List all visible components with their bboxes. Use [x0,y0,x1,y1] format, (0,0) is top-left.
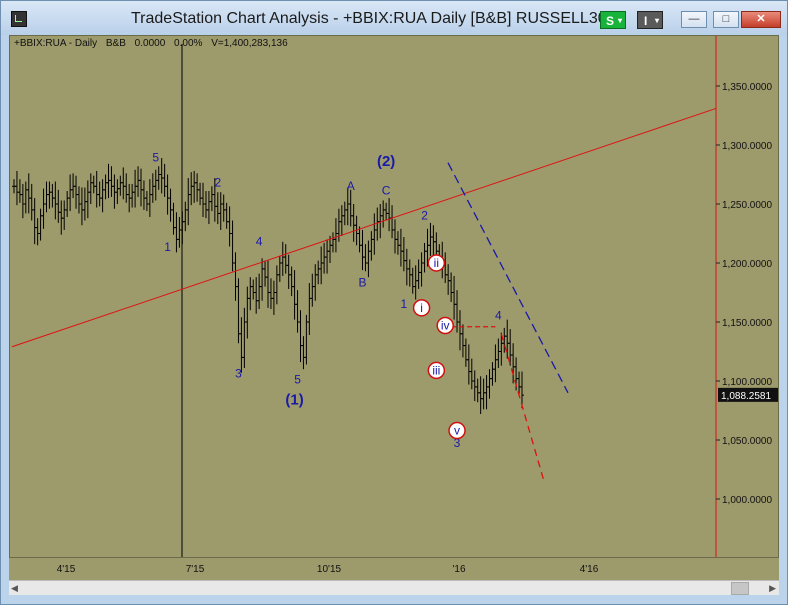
wave-label: 4 [495,309,502,323]
wave-label: 5 [294,372,301,386]
x-tick-label: 7'15 [185,564,205,575]
wave-label: 1 [401,297,408,311]
title-bar[interactable]: TradeStation Chart Analysis - +BBIX:RUA … [1,1,787,35]
chart-canvas[interactable]: 1,350.0000 1,300.0000 1,250.0000 1,200.0000… [10,36,778,557]
horizontal-scrollbar[interactable]: ◀ ▶ [9,580,779,595]
wave-label: 3 [235,366,242,380]
s-button-label: S [606,14,615,28]
wave-label: 2 [214,175,221,189]
y-tick-label: 1,000.0000 [722,495,772,506]
maximize-icon: □ [722,13,730,25]
maximize-button[interactable]: □ [713,11,739,28]
blue-dashed-trendline [447,162,569,394]
close-icon: ✕ [756,13,766,25]
wave-label: 2 [421,208,428,222]
price-chart[interactable]: +BBIX:RUA - Daily B&B 0.0000 0.00% V=1,4… [9,35,779,558]
minimize-button[interactable]: — [681,11,707,28]
y-tick-label: 1,250.0000 [722,200,772,211]
wave-label: A [347,179,355,193]
wave-label: (1) [285,392,303,409]
circled-wave-marker [436,316,454,335]
circled-wave-label: ii [434,256,439,270]
circled-wave-marker [427,254,446,272]
x-tick-label: 10'15 [316,564,342,575]
time-axis: 4'15 7'15 10'15 '16 4'16 [9,558,779,580]
window-title: TradeStation Chart Analysis - +BBIX:RUA … [131,10,625,27]
scrollbar-thumb[interactable] [731,582,749,595]
x-tick-label: 4'15 [56,564,76,575]
y-tick-label: 1,050.0000 [722,436,772,447]
y-tick-label: 1,100.0000 [722,377,772,388]
circled-wave-label: v [454,424,460,438]
wave-label: 1 [164,240,171,254]
study-label: B&B [105,38,126,49]
y-tick-label: 1,300.0000 [722,141,772,152]
y-tick-label: 1,350.0000 [722,82,772,93]
x-tick-label: '16 [452,564,466,575]
pct-change-value: 0.00% [174,38,203,49]
wave-label: 5 [152,151,159,165]
scroll-right-arrow-icon[interactable]: ▶ [769,583,776,593]
circled-wave-marker [448,421,466,440]
volume-value: V=1,400,283,136 [211,38,288,49]
y-tick-label: 1,200.0000 [722,259,772,270]
change-value: 0.0000 [134,38,166,49]
circled-wave-label: i [420,301,423,315]
wave-label: 4 [256,234,263,248]
x-tick-label: 4'16 [579,564,599,575]
wave-label: 3 [454,436,461,450]
scroll-left-arrow-icon[interactable]: ◀ [11,583,18,593]
last-price-label: 1,088.2581 [721,391,771,402]
wave-label: C [382,184,391,198]
tradestation-app-icon[interactable] [11,11,27,27]
y-tick-label: 1,150.0000 [722,318,772,329]
circled-wave-marker [412,299,431,317]
symbol-label: +BBIX:RUA - Daily [14,38,98,49]
info-i-button[interactable]: I ▾ [637,11,663,29]
chevron-down-icon: ▾ [617,16,622,25]
red-dashed-projection [500,333,545,482]
last-price-box [718,387,778,402]
minimize-icon: — [688,13,700,25]
strategy-s-button[interactable]: S ▾ [600,11,626,29]
circled-wave-marker [427,361,446,380]
circled-wave-label: iii [432,363,440,377]
i-button-label: I [644,14,648,28]
wave-label: (2) [377,153,395,170]
close-button[interactable]: ✕ [741,11,781,28]
chart-status-line: +BBIX:RUA - Daily B&B 0.0000 0.00% V=1,4… [14,38,294,49]
chevron-down-icon: ▾ [654,16,659,25]
red-trendline [11,107,717,348]
circled-wave-label: iv [441,319,450,333]
wave-label: B [359,276,367,290]
